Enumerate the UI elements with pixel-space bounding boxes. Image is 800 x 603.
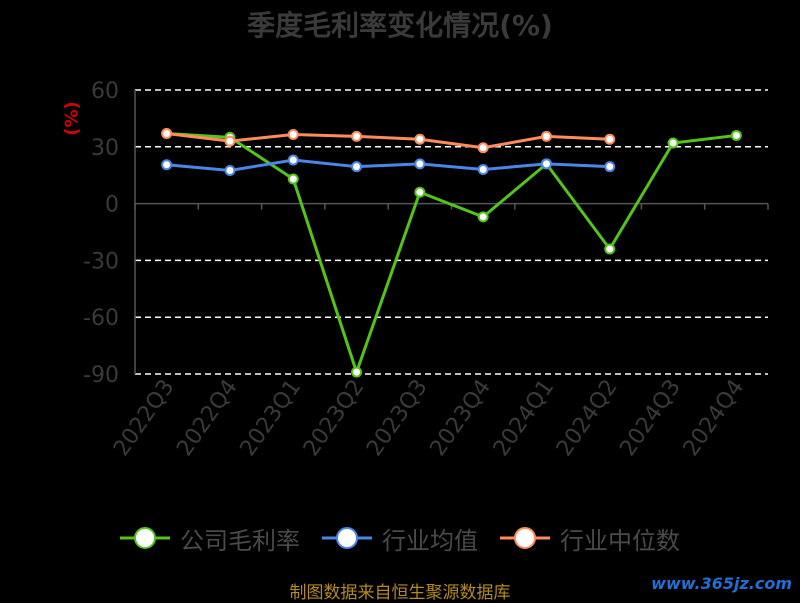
data-point — [287, 173, 299, 185]
legend-swatch-industry-mean — [322, 527, 372, 549]
legend-label-company: 公司毛利率 — [180, 526, 300, 555]
data-point — [604, 161, 616, 173]
data-point — [351, 130, 363, 142]
y-tick-label: -60 — [83, 306, 119, 331]
series-line-1 — [166, 158, 610, 172]
data-point — [730, 129, 742, 141]
legend: 公司毛利率 行业均值 行业中位数 — [0, 518, 800, 558]
data-point — [287, 128, 299, 140]
series-line-2 — [166, 132, 610, 150]
data-point — [414, 133, 426, 145]
legend-item-industry-mean[interactable]: 行业均值 — [322, 521, 478, 556]
x-tick-label: 2024Q2 — [552, 375, 623, 461]
data-source-note: 制图数据来自恒生聚源数据库 — [289, 583, 511, 603]
x-tick-label: 2023Q4 — [426, 375, 497, 461]
legend-swatch-company — [120, 527, 170, 549]
data-point — [540, 158, 552, 170]
data-point — [351, 161, 363, 173]
series-line-0 — [166, 132, 737, 374]
x-tick-label: 2023Q1 — [236, 375, 307, 461]
x-tick-label: 2024Q3 — [615, 375, 686, 461]
legend-item-industry-median[interactable]: 行业中位数 — [500, 521, 680, 556]
x-tick-label: 2023Q2 — [299, 375, 370, 461]
grid-lines — [135, 89, 768, 375]
data-point — [604, 133, 616, 145]
data-point — [351, 366, 363, 378]
y-tick-labels: 60 30 0 -30 -60 -90 — [83, 79, 119, 388]
chart-title: 季度毛利率变化情况(%) — [247, 9, 553, 42]
x-tick-label: 2024Q1 — [489, 375, 560, 461]
legend-item-company[interactable]: 公司毛利率 — [120, 521, 300, 556]
watermark: www.365jz.com — [651, 574, 792, 593]
y-tick-label: -30 — [83, 249, 119, 274]
data-point — [540, 130, 552, 142]
legend-label-industry-median: 行业中位数 — [560, 526, 680, 555]
legend-label-industry-mean: 行业均值 — [382, 526, 478, 555]
y-tick-label: -90 — [83, 363, 119, 388]
data-point — [161, 159, 173, 171]
legend-swatch-industry-median — [500, 527, 550, 549]
data-point — [604, 243, 616, 255]
series-lines — [161, 128, 742, 378]
x-tick-label: 2022Q3 — [109, 375, 180, 461]
x-tick-label: 2022Q4 — [172, 375, 243, 461]
x-tick-label: 2024Q4 — [679, 375, 750, 461]
data-point — [414, 158, 426, 170]
x-tick-labels: 2022Q32022Q42023Q12023Q22023Q32023Q42024… — [109, 375, 749, 461]
data-point — [477, 211, 489, 223]
y-tick-label: 30 — [91, 136, 119, 161]
x-tick-label: 2023Q3 — [362, 375, 433, 461]
data-point — [287, 154, 299, 166]
data-point — [667, 137, 679, 149]
data-point — [477, 164, 489, 176]
data-point — [414, 186, 426, 198]
data-point — [224, 164, 236, 176]
data-point — [161, 128, 173, 140]
data-point — [477, 142, 489, 154]
data-point — [224, 135, 236, 147]
y-tick-label: 0 — [105, 193, 119, 218]
y-tick-label: 60 — [91, 79, 119, 104]
